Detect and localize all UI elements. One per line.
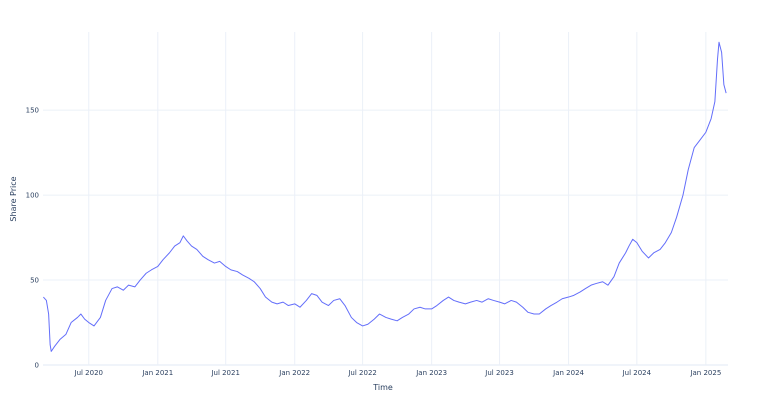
series-layer <box>43 41 727 352</box>
x-axis-title: Time <box>372 383 393 392</box>
x-tick-label: Jul 2023 <box>484 369 514 377</box>
y-tick-layer: 0 50 100 150 <box>26 107 39 370</box>
x-tick-label: Jul 2021 <box>210 369 240 377</box>
y-tick-label: 150 <box>26 107 39 115</box>
x-tick-label: Jan 2021 <box>141 369 173 377</box>
x-tick-label: Jul 2020 <box>74 369 104 377</box>
series-line <box>43 41 727 352</box>
x-tick-label: Jul 2022 <box>347 369 377 377</box>
x-tick-label: Jan 2024 <box>552 369 584 377</box>
x-tick-label: Jul 2024 <box>622 369 652 377</box>
y-tick-label: 50 <box>30 277 39 285</box>
x-tick-label: Jan 2025 <box>689 369 721 377</box>
x-tick-label: Jan 2023 <box>415 369 447 377</box>
y-axis-title: Share Price <box>9 176 18 221</box>
x-tick-label: Jan 2022 <box>278 369 310 377</box>
x-tick-layer: Jul 2020 Jan 2021 Jul 2021 Jan 2022 Jul 2022… <box>74 369 722 377</box>
y-tick-label: 0 <box>35 362 39 370</box>
y-tick-label: 100 <box>26 192 39 200</box>
grid-layer <box>43 32 728 366</box>
